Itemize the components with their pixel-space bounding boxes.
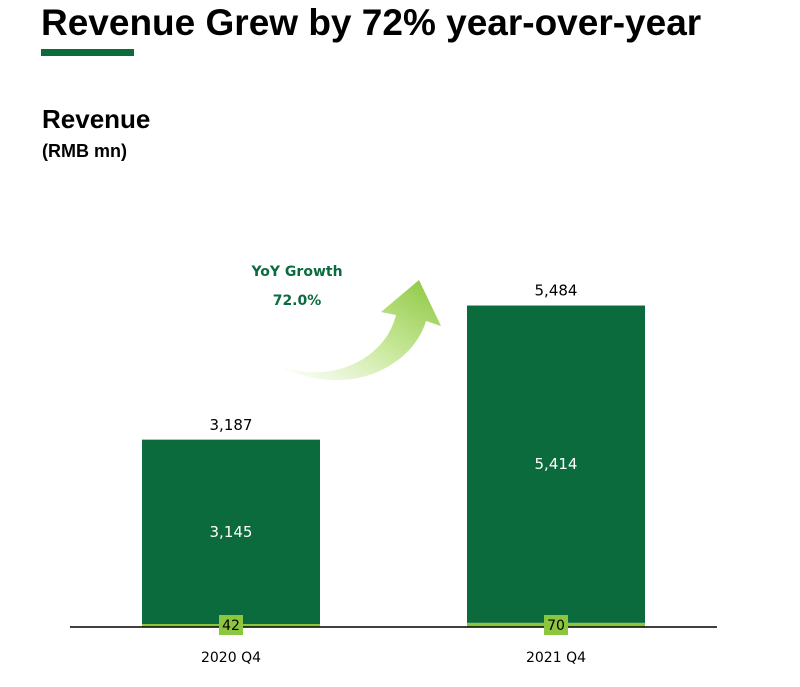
labels-layer: 3,187 3,145 42 2020 Q4 5,484 5,414 70 2021 Q4 xyxy=(201,282,586,666)
category-label-2: 2021 Q4 xyxy=(526,650,586,666)
category-label-1: 2020 Q4 xyxy=(201,650,261,666)
bar-upper-1 xyxy=(142,439,320,624)
bar-upper-2 xyxy=(467,305,645,623)
growth-annotation-value: 72.0% xyxy=(273,293,322,309)
lower-value-label-2: 70 xyxy=(547,618,565,634)
lower-value-box-1 xyxy=(219,615,243,635)
curved-up-arrow-icon xyxy=(280,280,441,381)
lower-value-box-2 xyxy=(544,615,568,635)
page-title: Revenue Grew by 72% year-over-year xyxy=(41,2,702,43)
upper-value-label-1: 3,145 xyxy=(210,523,253,541)
growth-annotation-title: YoY Growth xyxy=(250,264,342,280)
chart-subtitle: (RMB mn) xyxy=(42,141,127,161)
total-label-1: 3,187 xyxy=(210,416,253,434)
total-label-2: 5,484 xyxy=(535,282,578,300)
lower-value-label-1: 42 xyxy=(222,618,240,634)
chart-title: Revenue xyxy=(42,104,151,134)
upper-value-label-2: 5,414 xyxy=(535,455,578,473)
title-underline xyxy=(41,49,134,56)
